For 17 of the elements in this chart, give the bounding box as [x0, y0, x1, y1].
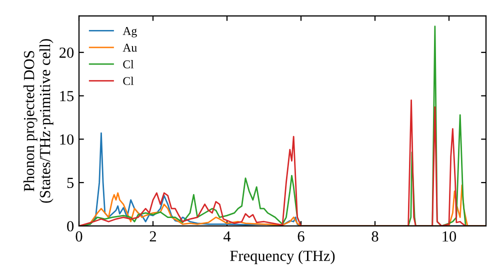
legend-label: Ag [122, 27, 137, 38]
x-tick-label: 8 [372, 231, 378, 242]
x-axis-title: Frequency (THz) [230, 250, 335, 264]
y-axis-title: Phonon projected DOS (States/THz·primitive cell) [23, 39, 54, 203]
legend-label: Cl [123, 76, 134, 86]
x-tick-label: 10 [442, 231, 456, 242]
x-tick-label: 2 [150, 231, 156, 242]
x-tick-label: 6 [298, 231, 304, 242]
legend-label: Au [122, 44, 137, 52]
y-tick-label: 15 [60, 91, 74, 102]
y-tick-label: 20 [60, 48, 74, 58]
y-tick-label: 0 [67, 221, 74, 232]
y-tick-label: 10 [60, 134, 74, 145]
x-tick-label: 4 [223, 231, 231, 242]
y-tick-label: 5 [67, 178, 74, 188]
x-tick-label: 0 [76, 231, 82, 242]
legend-label: Cl [123, 60, 134, 68]
